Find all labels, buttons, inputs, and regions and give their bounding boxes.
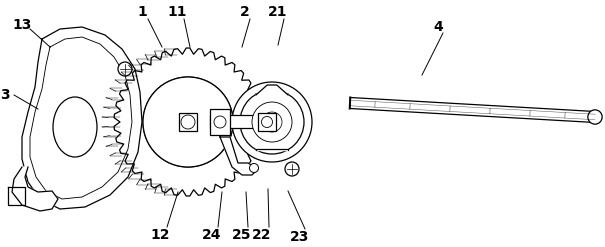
Circle shape (240, 90, 304, 154)
Circle shape (118, 62, 132, 76)
Text: 1: 1 (137, 5, 147, 19)
Polygon shape (256, 149, 288, 150)
Polygon shape (8, 187, 25, 205)
Circle shape (232, 82, 312, 162)
Polygon shape (256, 85, 288, 95)
Polygon shape (114, 48, 262, 196)
Text: 2: 2 (240, 5, 250, 19)
Circle shape (214, 116, 226, 128)
Bar (258, 113, 276, 131)
Circle shape (261, 117, 272, 127)
Circle shape (181, 115, 195, 129)
Circle shape (262, 112, 282, 132)
Text: 13: 13 (12, 18, 31, 32)
Text: 24: 24 (202, 228, 222, 242)
Text: 11: 11 (167, 5, 187, 19)
Text: 4: 4 (433, 20, 443, 34)
Circle shape (249, 164, 258, 172)
Text: 25: 25 (232, 228, 252, 242)
Circle shape (285, 162, 299, 176)
Circle shape (588, 110, 602, 124)
Polygon shape (22, 27, 142, 209)
Polygon shape (220, 137, 258, 175)
Text: 21: 21 (268, 5, 288, 19)
Bar (210, 109, 230, 135)
Polygon shape (12, 167, 58, 211)
Bar (179, 113, 197, 131)
Ellipse shape (53, 97, 97, 157)
Circle shape (143, 77, 233, 167)
Text: 12: 12 (150, 228, 170, 242)
Circle shape (252, 102, 292, 142)
Text: 22: 22 (252, 228, 272, 242)
Bar (210, 116, 262, 128)
Text: 23: 23 (290, 230, 310, 244)
Text: 3: 3 (0, 88, 10, 102)
Polygon shape (350, 98, 595, 123)
